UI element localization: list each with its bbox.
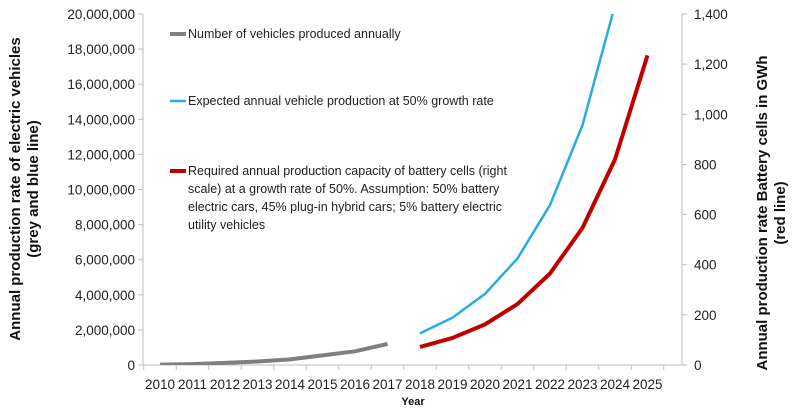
x-tick-label: 2024 bbox=[600, 377, 631, 392]
x-tick-label: 2016 bbox=[340, 377, 370, 392]
x-tick-label: 2015 bbox=[307, 377, 337, 392]
legend-label-3: electric cars, 45% plug-in hybrid cars; … bbox=[188, 200, 502, 214]
x-tick-label: 2010 bbox=[145, 377, 175, 392]
y-right-tick-label: 0 bbox=[694, 358, 702, 373]
y-left-tick-label: 0 bbox=[127, 358, 135, 373]
y-left-tick-label: 6,000,000 bbox=[75, 253, 135, 268]
x-tick-label: 2025 bbox=[632, 377, 662, 392]
legend-label-3: Required annual production capacity of b… bbox=[188, 164, 507, 178]
y-right-tick-label: 1,400 bbox=[694, 7, 728, 22]
legend: Number of vehicles produced annually Expe… bbox=[170, 27, 507, 232]
y-left-tick-label: 14,000,000 bbox=[67, 112, 135, 127]
x-tick-label: 2014 bbox=[275, 377, 306, 392]
y-right-tick-label: 1,200 bbox=[694, 57, 728, 72]
x-tick-label: 2018 bbox=[405, 377, 435, 392]
x-tick-label: 2013 bbox=[242, 377, 272, 392]
y-left-tick-label: 20,000,000 bbox=[67, 7, 135, 22]
series-line-2 bbox=[419, 14, 614, 335]
x-tick-label: 2021 bbox=[502, 377, 532, 392]
legend-label-1: Number of vehicles produced annually bbox=[188, 27, 401, 41]
x-tick-label: 2011 bbox=[178, 377, 207, 392]
y-axis-left-title-line-1: Annual production rate of electric vehic… bbox=[7, 37, 24, 340]
legend-label-2: Expected annual vehicle production at 50… bbox=[188, 94, 494, 108]
x-tick-label: 2017 bbox=[372, 377, 402, 392]
x-axis-title: Year bbox=[401, 396, 425, 408]
axes: 0 2,000,000 4,000,000 6,000,000 8,000,000 10,… bbox=[67, 7, 727, 392]
legend-label-3: scale) at a growth rate of 50%. Assumpti… bbox=[188, 182, 500, 196]
x-tick-label: 2022 bbox=[535, 377, 565, 392]
y-axis-right-title-line-1: Annual production rate Battery cells in … bbox=[754, 55, 771, 370]
series-line-1 bbox=[159, 341, 388, 365]
y-right-tick-label: 200 bbox=[694, 308, 717, 323]
y-right-tick-label: 800 bbox=[694, 157, 717, 172]
legend-label-3: utility vehicles bbox=[188, 218, 265, 232]
y-right-tick-label: 400 bbox=[694, 258, 717, 273]
y-right-tick-label: 1,000 bbox=[694, 107, 728, 122]
y-left-tick-label: 4,000,000 bbox=[75, 288, 135, 303]
x-tick-label: 2023 bbox=[567, 377, 597, 392]
series-line-3 bbox=[419, 54, 650, 349]
y-right-tick-label: 600 bbox=[694, 208, 717, 223]
x-tick-label: 2020 bbox=[470, 377, 500, 392]
series-layer bbox=[159, 14, 650, 365]
y-left-tick-label: 8,000,000 bbox=[75, 218, 135, 233]
y-axis-left-title-line-2: (grey and blue line) bbox=[25, 120, 42, 258]
x-tick-label: 2012 bbox=[210, 377, 240, 392]
y-left-tick-label: 12,000,000 bbox=[67, 147, 135, 162]
y-axis-right-title-line-2: (red line) bbox=[772, 181, 789, 244]
y-left-tick-label: 16,000,000 bbox=[67, 77, 135, 92]
y-left-tick-label: 18,000,000 bbox=[67, 42, 135, 57]
x-tick-label: 2019 bbox=[437, 377, 467, 392]
y-left-tick-label: 10,000,000 bbox=[67, 183, 135, 198]
y-left-tick-label: 2,000,000 bbox=[75, 323, 135, 338]
